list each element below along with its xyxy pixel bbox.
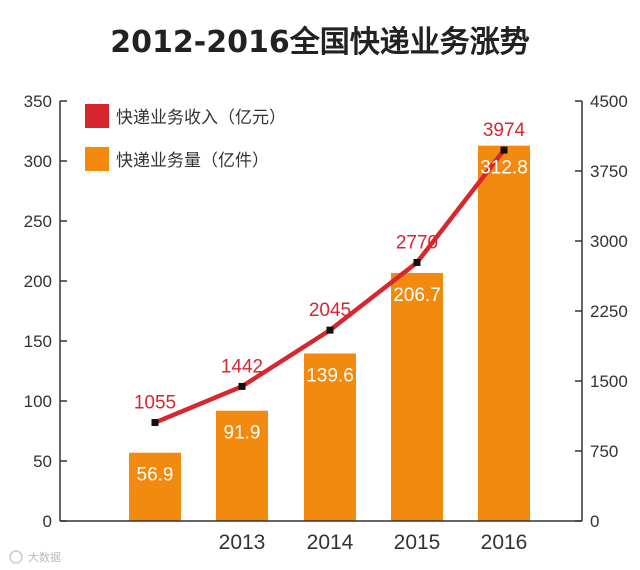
- right-tick-label: 1500: [590, 372, 628, 391]
- line-layer: [151, 146, 508, 427]
- revenue-value-label: 2045: [309, 300, 351, 321]
- bar-4: [391, 272, 443, 521]
- legend-label-revenue: 快递业务收入（亿元）: [116, 108, 286, 128]
- left-tick-label: 0: [43, 512, 52, 531]
- bar-1: [129, 452, 181, 521]
- chart-title: 2012-2016全国快递业务涨势: [110, 25, 529, 60]
- right-tick-label: 4500: [590, 92, 628, 111]
- left-tick-label: 350: [24, 92, 52, 111]
- legend-swatch-revenue: [85, 104, 109, 128]
- right-tick-label: 3000: [590, 232, 628, 251]
- right-tick-label: 0: [590, 512, 599, 531]
- axes-layer: 0 50 100 150 200 250 300 350 0 750 1500 2250 3000 375…: [24, 92, 628, 554]
- bar-5: [478, 145, 530, 521]
- revenue-value-label: 3974: [483, 120, 526, 141]
- x-tick-label: 2015: [394, 531, 441, 554]
- right-tick-label: 3750: [590, 162, 628, 181]
- left-tick-label: 200: [24, 272, 52, 291]
- revenue-point-5: [500, 146, 508, 154]
- left-tick-label: 300: [24, 152, 52, 171]
- revenue-value-label: 1055: [134, 393, 176, 414]
- bar-value-label: 206.7: [393, 285, 441, 306]
- x-tick-label: 2016: [481, 531, 528, 554]
- bar-3: [304, 353, 356, 521]
- revenue-value-label: 2770: [396, 232, 438, 253]
- revenue-point-4: [413, 258, 421, 266]
- right-tick-label: 2250: [590, 302, 628, 321]
- bar-value-label: 139.6: [306, 365, 354, 386]
- watermark: 大数据: [9, 550, 61, 564]
- left-tick-label: 100: [24, 392, 52, 411]
- revenue-point-2: [238, 382, 246, 390]
- x-tick-label: 2014: [307, 531, 354, 554]
- bar-value-label: 91.9: [224, 423, 261, 444]
- revenue-point-1: [151, 419, 159, 427]
- legend-swatch-volume: [85, 147, 109, 171]
- bars-layer: [129, 145, 530, 521]
- right-tick-label: 750: [590, 442, 618, 461]
- left-tick-label: 150: [24, 332, 52, 351]
- watermark-text: 大数据: [28, 550, 61, 564]
- left-tick-label: 50: [33, 452, 52, 471]
- left-tick-label: 250: [24, 212, 52, 231]
- labels-layer: 56.9 91.9 139.6 206.7 312.8 1055 1442 2045 2770 3…: [134, 120, 528, 486]
- bar-value-label: 56.9: [137, 465, 174, 486]
- legend: 快递业务收入（亿元） 快递业务量（亿件）: [85, 104, 286, 171]
- bar-2: [216, 410, 268, 521]
- revenue-value-label: 1442: [221, 356, 263, 377]
- bar-value-label: 312.8: [480, 158, 528, 179]
- watermark-icon: [9, 550, 23, 564]
- x-tick-label: 2013: [219, 531, 266, 554]
- revenue-point-3: [326, 326, 334, 334]
- legend-label-volume: 快递业务量（亿件）: [116, 151, 269, 171]
